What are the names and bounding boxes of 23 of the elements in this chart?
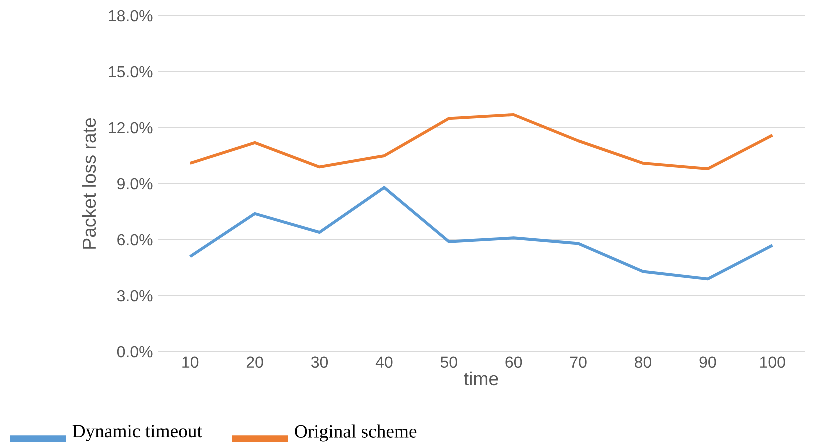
y-tick-label: 9.0% — [118, 178, 153, 190]
x-tick-label: 100 — [760, 356, 786, 368]
y-axis-title: Packet loss rate — [82, 118, 96, 249]
x-tick-label: 10 — [182, 356, 199, 368]
line-series — [188, 113, 774, 171]
y-tick-label: 0.0% — [117, 346, 153, 358]
y-tick-label: 12.0% — [109, 122, 153, 134]
x-tick-label: 50 — [440, 356, 458, 368]
y-tick-label: 15.0% — [109, 66, 153, 78]
legend-label: Original scheme — [295, 424, 417, 442]
x-axis-title: time — [464, 372, 498, 386]
y-tick-label: 3.0% — [117, 290, 153, 302]
x-tick-label: 70 — [570, 356, 587, 368]
x-tick-label: 30 — [311, 356, 328, 368]
x-tick-label: 20 — [246, 356, 264, 368]
legend-label: Dynamic timeout — [72, 425, 202, 442]
y-tick-label: 18.0% — [109, 10, 153, 22]
x-tick-label: 80 — [635, 356, 652, 368]
line-series — [188, 186, 774, 281]
y-tick-label: 6.0% — [118, 234, 153, 246]
x-tick-label: 40 — [376, 356, 393, 368]
x-tick-label: 60 — [506, 356, 522, 368]
x-tick-label: 90 — [700, 356, 716, 368]
